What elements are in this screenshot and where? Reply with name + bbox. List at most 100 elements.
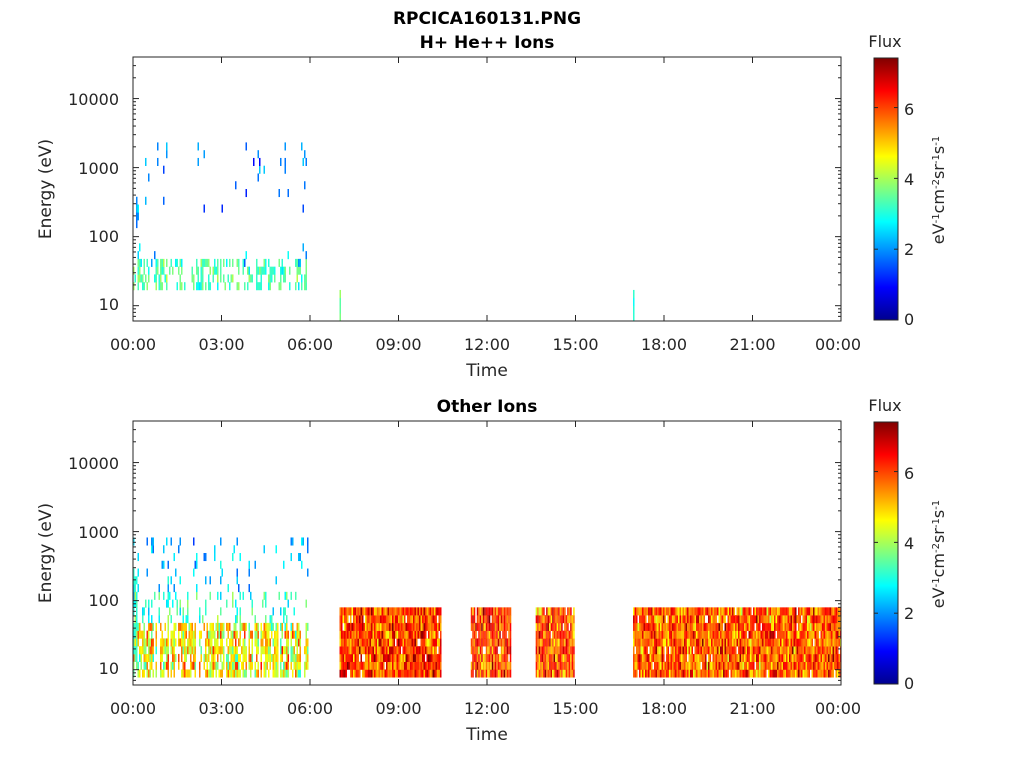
spectrogram-cell — [831, 622, 833, 631]
spectrogram-cell — [754, 615, 757, 624]
spectrogram-cell — [652, 638, 655, 647]
spectrogram-cell — [796, 615, 799, 624]
spectrogram-cell — [307, 545, 309, 554]
spectrogram-cell — [357, 607, 359, 616]
spectrogram-cell — [215, 622, 217, 631]
spectrogram-cell — [256, 646, 258, 655]
spectrogram-cell — [802, 653, 805, 662]
spectrogram-cell — [541, 622, 544, 631]
spectrogram-cell — [488, 646, 491, 655]
spectrogram-cell — [166, 258, 168, 267]
unit-sr: sr — [929, 164, 948, 179]
spectrogram-cell — [137, 669, 139, 678]
spectrogram-cell — [395, 669, 397, 678]
spectrogram-cell — [633, 630, 635, 639]
spectrogram-cell — [736, 607, 739, 616]
spectrogram-cell — [230, 646, 232, 655]
spectrogram-cell — [570, 638, 572, 647]
spectrogram-cell — [179, 622, 181, 631]
spectrogram-cell — [353, 646, 355, 655]
spectrogram-cell — [715, 630, 718, 639]
spectrogram-cell — [393, 669, 395, 678]
spectrogram-cell — [142, 274, 144, 283]
spectrogram-cell — [419, 653, 421, 662]
spectrogram-cell — [137, 204, 139, 213]
spectrogram-cell — [817, 622, 820, 631]
spectrogram-cell — [143, 607, 145, 616]
figure-title: RPCICA160131.PNG — [393, 9, 581, 29]
spectrogram-cell — [745, 630, 748, 639]
spectrogram-cell — [717, 630, 719, 639]
spectrogram-cell — [272, 266, 274, 275]
spectrogram-cell — [765, 646, 767, 655]
spectrogram-cell — [786, 622, 788, 631]
spectrogram-cell — [721, 615, 724, 624]
spectrogram-cell — [271, 274, 273, 283]
spectrogram-cell — [768, 669, 770, 678]
spectrogram-cell — [478, 622, 480, 631]
spectrogram-cell — [679, 638, 682, 647]
spectrogram-cell — [568, 607, 571, 616]
spectrogram-cell — [664, 669, 667, 678]
spectrogram-cell — [759, 646, 761, 655]
spectrogram-cell — [685, 630, 688, 639]
spectrogram-cell — [675, 607, 677, 616]
spectrogram-cell — [281, 622, 283, 631]
spectrogram-cell — [811, 607, 814, 616]
spectrogram-cell — [387, 615, 389, 624]
spectrogram-cell — [296, 646, 298, 655]
spectrogram-cell — [202, 282, 204, 291]
spectrogram-cell — [196, 266, 198, 275]
spectrogram-cell — [392, 607, 394, 616]
spectrogram-cell — [170, 630, 172, 639]
spectrogram-cell — [208, 274, 210, 283]
spectrogram-cell — [387, 653, 389, 662]
spectrogram-cell — [404, 607, 406, 616]
spectrogram-cell — [417, 630, 419, 639]
spectrogram-cell — [305, 599, 307, 608]
spectrogram-cell — [633, 622, 635, 631]
spectrogram-cell — [675, 653, 677, 662]
spectrogram-cell — [200, 653, 202, 662]
spectrogram-cell — [161, 560, 163, 569]
spectrogram-cell — [702, 615, 704, 624]
spectrogram-cell — [703, 622, 706, 631]
spectrogram-cell — [670, 653, 673, 662]
spectrogram-cell — [678, 646, 680, 655]
spectrogram-cell — [235, 646, 237, 655]
spectrogram-cell — [472, 607, 474, 616]
spectrogram-cell — [384, 638, 386, 647]
spectrogram-cell — [266, 638, 268, 647]
spectrogram-cell — [136, 196, 138, 205]
spectrogram-cell — [211, 630, 213, 639]
spectrogram-cell — [280, 653, 282, 662]
spectrogram-cell — [634, 653, 637, 662]
spectrogram-cell — [265, 266, 267, 275]
spectrogram-cell — [172, 599, 174, 608]
spectrogram-cell — [506, 646, 509, 655]
spectrogram-cell — [414, 615, 416, 624]
spectrogram-cell — [799, 669, 802, 678]
spectrogram-cell — [341, 669, 343, 678]
spectrogram-cell — [176, 607, 178, 616]
spectrogram-cell — [398, 646, 400, 655]
spectrogram-cell — [420, 653, 422, 662]
spectrogram-cell — [402, 615, 404, 624]
spectrogram-cell — [206, 622, 208, 631]
spectrogram-cell — [753, 622, 755, 631]
spectrogram-cell — [494, 661, 497, 670]
spectrogram-cell — [633, 669, 635, 678]
spectrogram-cell — [307, 622, 309, 631]
spectrogram-cell — [257, 173, 259, 182]
spectrogram-cell — [181, 622, 183, 631]
spectrogram-cell — [402, 638, 404, 647]
spectrogram-cell — [239, 591, 241, 600]
spectrogram-cell — [242, 646, 244, 655]
spectrogram-cell — [244, 630, 246, 639]
spectrogram-cell — [828, 646, 830, 655]
colorbar-tick-label: 0 — [904, 674, 914, 693]
spectrogram-cell — [490, 653, 492, 662]
spectrogram-cell — [772, 653, 775, 662]
spectrogram-cell — [357, 661, 359, 670]
spectrogram-cell — [290, 591, 292, 600]
